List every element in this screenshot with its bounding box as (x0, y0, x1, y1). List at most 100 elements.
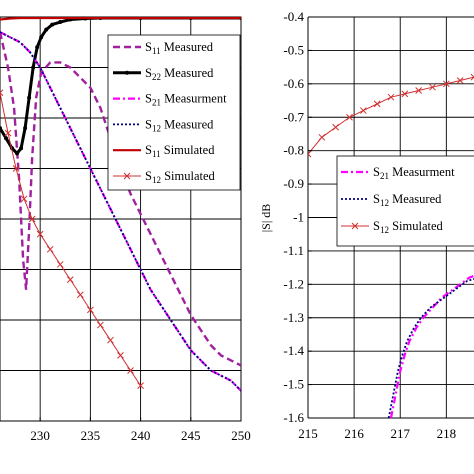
series-line (308, 76, 474, 155)
legend-box (107, 34, 241, 191)
data-point (308, 150, 312, 158)
data-point (456, 77, 464, 84)
series-s12-simulated (308, 73, 474, 158)
y-tick-label: -1 (293, 210, 304, 225)
data-point (15, 151, 20, 156)
legend-item: S12 Simulated (113, 169, 216, 185)
y-tick-label: -0.9 (283, 176, 304, 191)
x-tick-label: 240 (131, 428, 151, 443)
data-point (332, 123, 340, 131)
data-point (28, 215, 36, 223)
legend-item: S11 Measured (113, 40, 214, 56)
legend-label: S11 Measured (145, 40, 214, 56)
data-point (76, 291, 84, 299)
data-point (351, 222, 359, 230)
series-line (0, 92, 142, 386)
data-point (4, 136, 9, 141)
legend: S11 Measured S22 Measured S21 Measurment S1… (107, 34, 241, 191)
y-tick-label: -1.1 (283, 243, 304, 258)
data-point (66, 276, 74, 283)
x-tick-label: 215 (298, 426, 318, 441)
y-tick-label: -1.2 (283, 276, 304, 291)
data-point (0, 126, 2, 131)
y-axis-label: |S| dB (259, 204, 273, 232)
plot-area (0, 17, 241, 392)
data-point (58, 20, 63, 25)
data-point (346, 113, 353, 121)
data-point (20, 195, 28, 203)
data-point (39, 35, 44, 40)
legend-label: S12 Simulated (373, 219, 444, 235)
plot-area (308, 73, 474, 418)
data-point (46, 245, 54, 253)
y-tick-label: -1.3 (283, 310, 304, 325)
x-tick-label: 218 (437, 426, 457, 441)
data-point (429, 83, 436, 91)
y-tick-label: -0.8 (283, 143, 304, 158)
data-point (56, 261, 64, 268)
series-line (0, 31, 241, 392)
data-point (23, 126, 28, 131)
legend-item: S12 Measured (341, 192, 442, 208)
legend-label: S12 Measured (373, 192, 442, 208)
series-line (0, 17, 241, 21)
data-point (87, 306, 94, 314)
legend-item: S11 Simulated (113, 143, 215, 159)
x-tick-label: 230 (30, 428, 50, 443)
legend-label: S21 Measurment (145, 92, 227, 108)
series-s11-simulated (0, 17, 241, 21)
x-tick-label: 217 (390, 426, 410, 441)
data-point (470, 73, 474, 81)
data-point (107, 336, 114, 344)
data-point (50, 22, 55, 27)
data-point (123, 172, 131, 180)
series-s21-measurment (0, 31, 241, 392)
data-point (31, 65, 36, 70)
y-tick-label: -1.6 (283, 410, 304, 425)
legend-label: S21 Measurment (373, 165, 455, 181)
data-point (4, 129, 12, 137)
series-line (389, 274, 474, 418)
x-tick-label: 235 (81, 428, 101, 443)
data-point (127, 367, 134, 374)
data-point (27, 95, 32, 100)
legend-item: S21 Measurment (113, 92, 227, 108)
data-point (35, 45, 40, 50)
series-s21-measurment (389, 274, 474, 418)
legend-label: S12 Measured (145, 117, 214, 133)
data-point (19, 146, 24, 151)
data-point (373, 100, 381, 108)
legend-label: S22 Measured (145, 66, 214, 82)
data-point (125, 70, 129, 75)
data-point (442, 80, 450, 88)
data-point (12, 165, 20, 172)
legend-item: S21 Measurment (341, 165, 455, 181)
series-line (0, 31, 241, 392)
x-tick-label: 250 (231, 428, 251, 443)
series-s12-measured (387, 278, 474, 418)
y-tick-label: -1.4 (283, 343, 304, 358)
data-point (318, 133, 326, 141)
series-s12-simulated (0, 89, 144, 390)
right-chart: -0.4 -0.5 -0.6 -0.7 -0.8 -0.9 -1 -1.1 -1.2 -1.3 -1… (259, 9, 474, 441)
data-point (44, 27, 49, 32)
legend-item: S12 Measured (113, 117, 214, 133)
y-tick-label: -0.7 (283, 109, 304, 124)
data-point (387, 93, 395, 101)
legend-label: S11 Simulated (145, 143, 215, 159)
series-s12-measured (0, 31, 241, 392)
x-tick-label: 216 (344, 426, 364, 441)
legend-item: S22 Measured (113, 66, 214, 82)
data-point (359, 107, 367, 114)
series-line (387, 278, 474, 418)
data-point (36, 230, 44, 238)
legend-label: S12 Simulated (145, 169, 216, 185)
data-point (401, 90, 409, 98)
data-point (137, 382, 144, 390)
x-tick-label: 245 (181, 428, 201, 443)
legend-item: S12 Simulated (341, 219, 444, 235)
series-s11-measured (0, 31, 241, 367)
y-tick-label: -1.5 (283, 377, 304, 392)
